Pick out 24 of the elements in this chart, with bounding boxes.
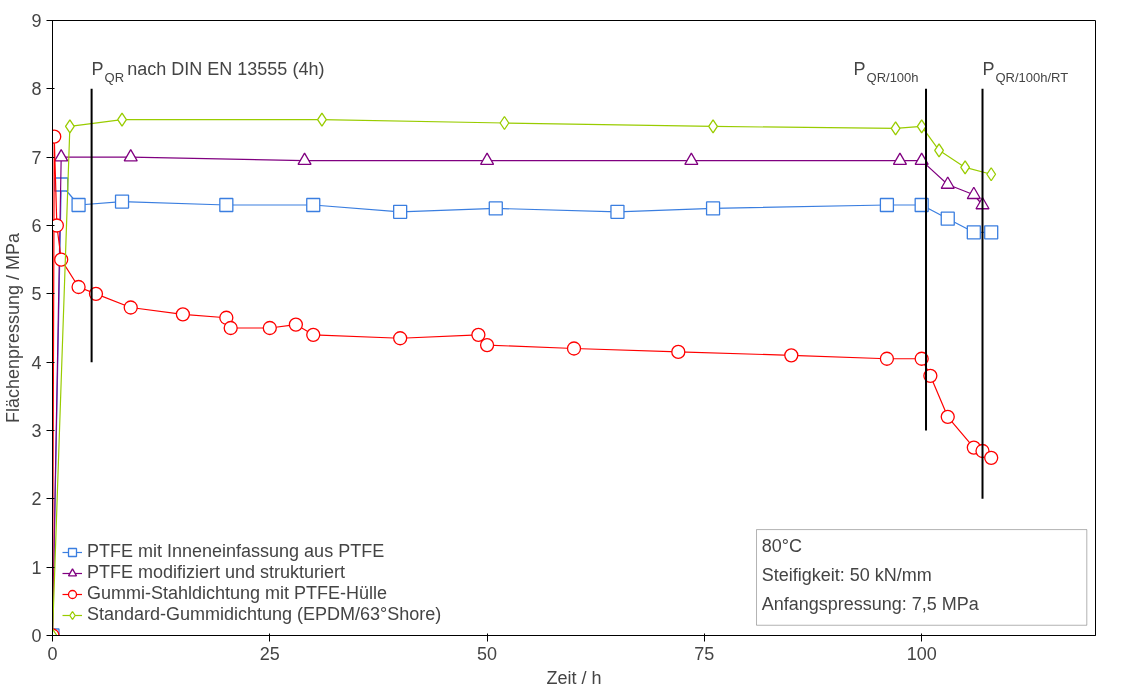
annotation: 80°C xyxy=(761,536,802,557)
annotation: Anfangspressung: 7,5 MPa xyxy=(761,593,980,614)
x-tick-label: 100 xyxy=(906,643,937,664)
legend-label: PTFE modifiziert und strukturiert xyxy=(87,562,346,583)
x-tick-label: 0 xyxy=(47,643,58,664)
y-tick-label: 7 xyxy=(31,147,42,168)
y-tick-label: 3 xyxy=(31,421,42,441)
y-tick-label: 0 xyxy=(31,626,42,646)
x-tick-label: 50 xyxy=(477,643,498,664)
y-tick-label: 8 xyxy=(31,79,42,100)
x-tick-label: 75 xyxy=(694,643,715,664)
y-tick-label: 5 xyxy=(31,284,42,305)
legend-label: Standard-Gummidichtung (EPDM/63°Shore) xyxy=(87,604,442,625)
y-tick-label: 2 xyxy=(31,489,42,510)
x-axis-title: Zeit / h xyxy=(546,667,602,688)
legend-label: Gummi-Stahldichtung mit PTFE-Hülle xyxy=(87,583,388,604)
annotation: Steifigkeit: 50 kN/mm xyxy=(761,565,932,586)
legend-label: PTFE mit Inneneinfassung aus PTFE xyxy=(87,541,385,562)
y-tick-label: 1 xyxy=(31,557,42,578)
y-axis-title: Flächenpressung / MPa xyxy=(3,231,24,424)
x-tick-label: 25 xyxy=(259,643,280,664)
y-tick-label: 9 xyxy=(31,11,42,31)
y-tick-label: 6 xyxy=(31,216,42,236)
y-tick-label: 4 xyxy=(31,352,42,373)
